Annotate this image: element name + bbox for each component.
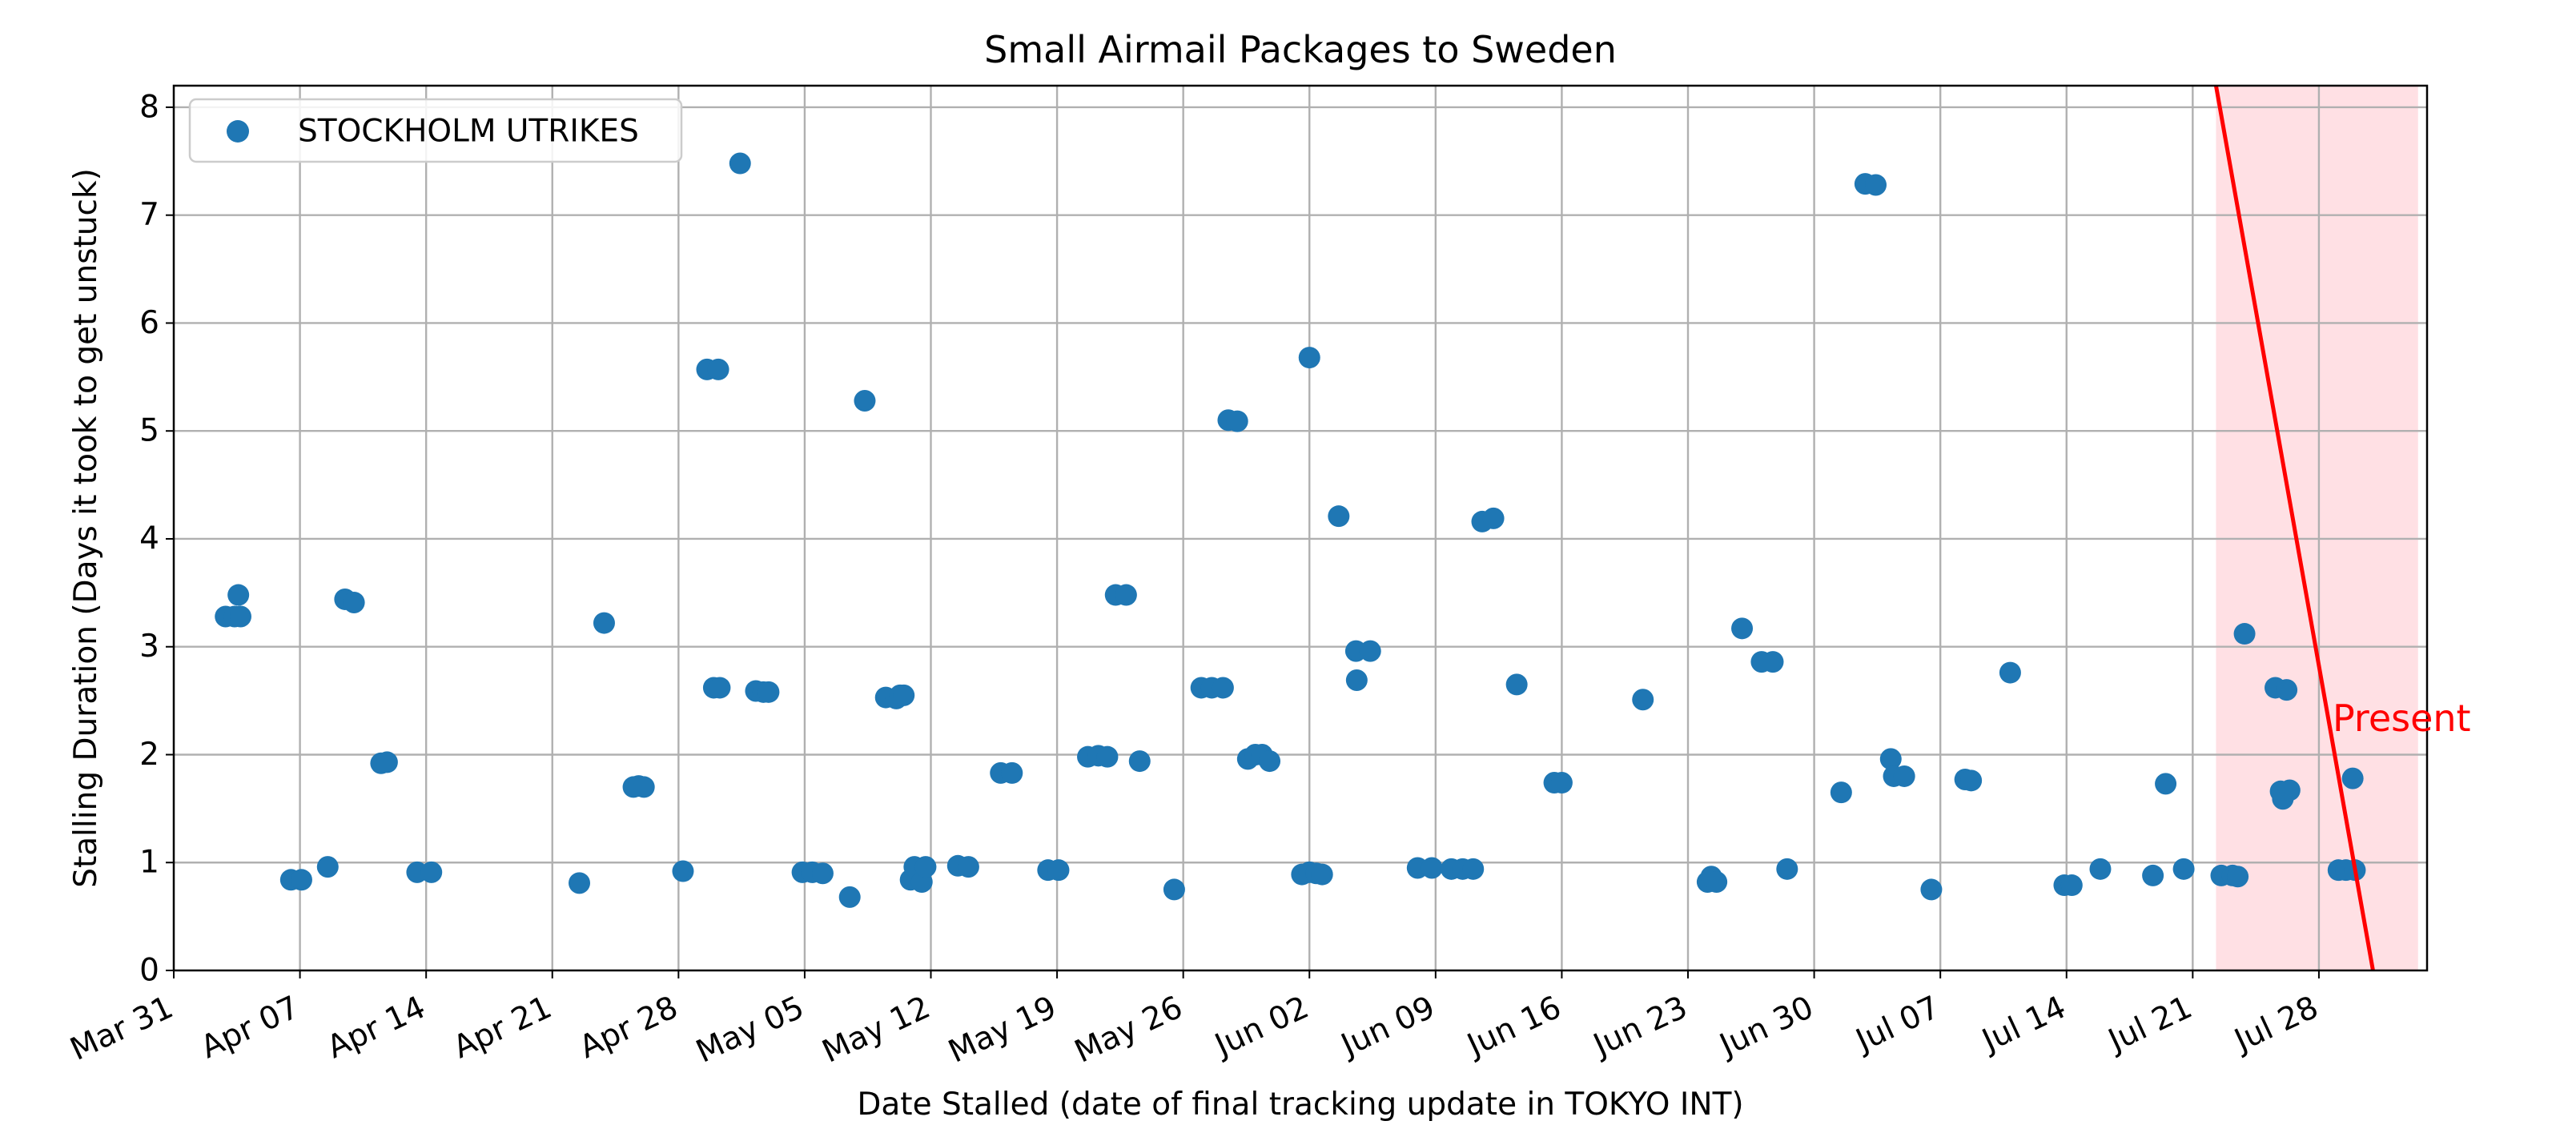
data-point — [1999, 661, 2021, 684]
data-point — [1920, 878, 1943, 901]
data-point — [1550, 772, 1573, 794]
data-point — [1345, 669, 1368, 692]
y-tick-label: 4 — [139, 520, 159, 556]
data-point — [2227, 866, 2249, 888]
present-label: Present — [2333, 697, 2471, 740]
y-tick-label: 8 — [139, 89, 159, 125]
data-point — [1047, 859, 1070, 882]
data-point — [1893, 765, 1915, 787]
present-marker-layer — [2213, 85, 2375, 971]
y-tick-label: 5 — [139, 413, 159, 449]
data-point — [1259, 750, 1281, 773]
y-axis-label: Stalling Duration (Days it took to get u… — [68, 168, 104, 888]
data-point — [316, 856, 339, 878]
data-point — [633, 776, 655, 798]
data-point — [1212, 677, 1234, 699]
data-point — [1298, 347, 1320, 369]
y-tick-label: 0 — [139, 953, 159, 989]
legend: STOCKHOLM UTRIKES — [188, 98, 683, 163]
data-point — [1776, 858, 1798, 880]
data-point — [2278, 779, 2301, 802]
data-point — [709, 677, 731, 699]
data-point — [290, 869, 312, 891]
data-point — [569, 872, 591, 894]
data-point — [2155, 773, 2177, 795]
data-point — [672, 860, 694, 882]
data-point — [1226, 410, 1248, 432]
data-point — [1865, 174, 1887, 196]
data-point — [1762, 651, 1784, 673]
legend-entry-label: STOCKHOLM UTRIKES — [298, 114, 639, 150]
y-tick-label: 1 — [139, 845, 159, 881]
data-point — [1001, 761, 1023, 784]
grid-layer — [174, 86, 2427, 970]
data-point — [1482, 507, 1505, 529]
y-tick-label: 2 — [139, 737, 159, 773]
data-point — [1632, 689, 1654, 711]
data-point — [1731, 617, 1754, 640]
data-point — [343, 591, 365, 613]
chart-title: Small Airmail Packages to Sweden — [984, 28, 1617, 71]
data-point — [1096, 745, 1119, 768]
present-shaded-region — [2216, 86, 2418, 970]
data-point — [838, 886, 861, 908]
data-points-layer — [215, 152, 2366, 908]
data-point — [1462, 858, 1485, 880]
data-point — [2089, 858, 2112, 880]
y-tick-label: 3 — [139, 629, 159, 665]
data-point — [2142, 864, 2164, 886]
data-point — [914, 856, 937, 878]
data-point — [758, 681, 780, 703]
legend-marker — [227, 120, 249, 143]
data-point — [811, 862, 834, 885]
data-point — [1879, 748, 1902, 770]
data-point — [1311, 863, 1333, 886]
x-axis-label: Date Stalled (date of final tracking upd… — [857, 1087, 1743, 1123]
data-point — [420, 861, 443, 883]
data-point — [707, 358, 729, 380]
data-point — [1960, 769, 1983, 792]
data-point — [227, 584, 250, 606]
data-point — [1421, 857, 1443, 879]
data-point — [1830, 781, 1852, 804]
data-point — [229, 605, 251, 628]
data-point — [593, 612, 615, 634]
data-point — [376, 751, 398, 773]
data-point — [2276, 679, 2298, 701]
data-point — [2172, 858, 2195, 880]
data-point — [2060, 874, 2083, 897]
plot-frame — [172, 84, 2429, 972]
data-point — [1706, 871, 1728, 893]
data-point — [2341, 767, 2364, 789]
data-point — [854, 389, 876, 412]
legend-box — [188, 98, 683, 163]
data-point — [2233, 623, 2256, 645]
present-line — [2213, 85, 2375, 971]
data-point — [893, 684, 915, 706]
data-point — [1359, 640, 1381, 662]
present-shaded-region-layer — [2216, 86, 2418, 970]
y-tick-label: 6 — [139, 305, 159, 341]
y-tick-label: 7 — [139, 197, 159, 233]
data-point — [1128, 750, 1151, 773]
data-point — [1505, 673, 1528, 696]
data-point — [729, 152, 751, 175]
data-point — [1115, 584, 1137, 606]
data-point — [957, 856, 979, 878]
data-point — [1328, 505, 1350, 528]
data-point — [1163, 878, 1185, 901]
